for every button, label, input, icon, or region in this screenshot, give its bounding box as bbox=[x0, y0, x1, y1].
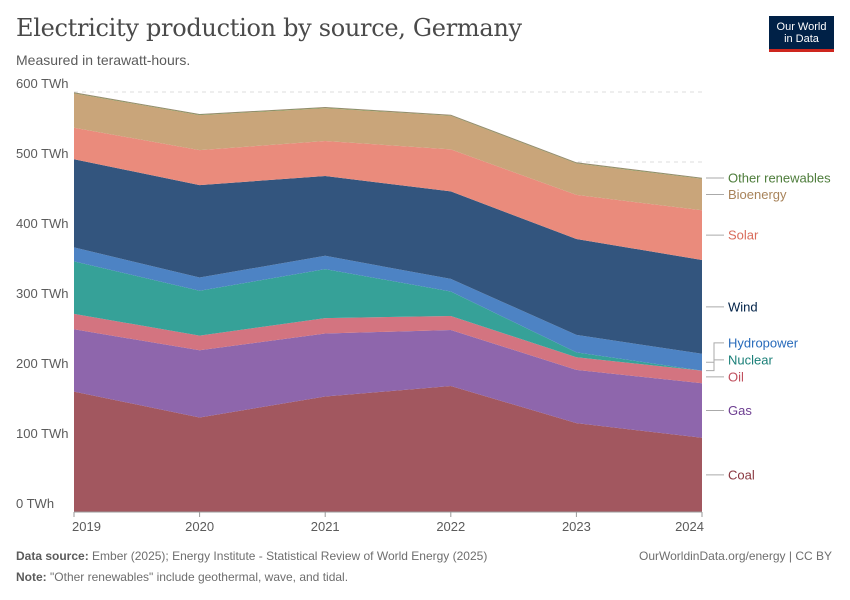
legend-label-oil: Oil bbox=[728, 369, 744, 384]
x-tick-label: 2023 bbox=[562, 519, 591, 534]
legend-label-solar: Solar bbox=[728, 228, 759, 243]
x-tick-label: 2020 bbox=[185, 519, 214, 534]
y-tick-label: 300 TWh bbox=[16, 286, 69, 301]
area-hydropower bbox=[74, 247, 702, 371]
legend-label-coal: Coal bbox=[728, 467, 755, 482]
y-tick-label: 400 TWh bbox=[16, 216, 69, 231]
data-source-label: Data source: bbox=[16, 549, 89, 563]
y-tick-label: 200 TWh bbox=[16, 356, 69, 371]
legend-connector-nuclear bbox=[706, 359, 724, 372]
y-tick-label: 500 TWh bbox=[16, 146, 69, 161]
area-solar bbox=[74, 127, 702, 260]
owid-logo[interactable]: Our World in Data bbox=[769, 16, 834, 52]
x-tick-label: 2021 bbox=[311, 519, 340, 534]
y-tick-label: 0 TWh bbox=[16, 496, 54, 511]
y-tick-label: 600 TWh bbox=[16, 76, 69, 91]
legend-label-bioenergy: Bioenergy bbox=[728, 187, 787, 202]
legend-label-wind: Wind bbox=[728, 299, 758, 314]
logo-line-2: in Data bbox=[784, 32, 819, 45]
note-label: Note: bbox=[16, 570, 47, 584]
top-outline bbox=[73, 92, 703, 179]
chart-title: Electricity production by source, German… bbox=[16, 14, 522, 42]
data-source: Data source: Ember (2025); Energy Instit… bbox=[16, 549, 487, 563]
data-source-text: Ember (2025); Energy Institute - Statist… bbox=[92, 549, 488, 563]
logo-line-1: Our World bbox=[776, 20, 827, 33]
legend-label-hydropower: Hydropower bbox=[728, 335, 799, 350]
area-bioenergy bbox=[74, 93, 702, 211]
x-tick-label: 2022 bbox=[436, 519, 465, 534]
legend-connector-hydropower bbox=[706, 342, 724, 363]
credit-link[interactable]: OurWorldinData.org/energy | CC BY bbox=[639, 549, 832, 563]
note-text: "Other renewables" include geothermal, w… bbox=[50, 570, 349, 584]
area-gas bbox=[74, 329, 702, 438]
y-tick-label: 100 TWh bbox=[16, 426, 69, 441]
area-oil bbox=[74, 313, 702, 384]
legend-label-nuclear: Nuclear bbox=[728, 352, 773, 367]
legend-label-gas: Gas bbox=[728, 403, 752, 418]
x-tick-label: 2019 bbox=[72, 519, 101, 534]
area-wind bbox=[74, 159, 702, 354]
chart-subtitle: Measured in terawatt-hours. bbox=[16, 52, 191, 68]
area-coal bbox=[74, 386, 702, 512]
chart-note: Note: "Other renewables" include geother… bbox=[16, 570, 348, 584]
area-nuclear bbox=[74, 261, 702, 371]
legend-label-other-renewables: Other renewables bbox=[728, 171, 831, 186]
stacked-area-chart: 0 TWh 100 TWh 200 TWh 300 TWh 400 TWh 500 TWh… bbox=[16, 76, 831, 534]
x-tick-label: 2024 bbox=[675, 519, 704, 534]
